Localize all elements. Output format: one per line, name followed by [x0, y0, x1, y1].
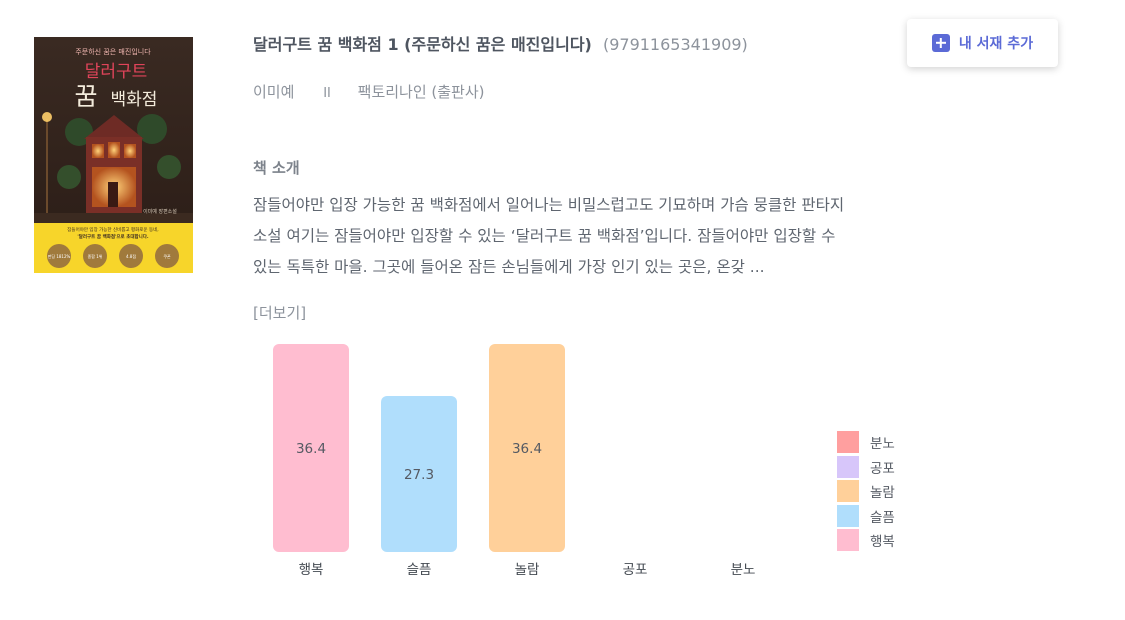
legend-swatch: [837, 431, 859, 454]
chart-value-label: 27.3: [404, 467, 434, 483]
cover-badge: 종합 1위: [88, 253, 103, 259]
book-isbn: (9791165341909): [602, 35, 748, 54]
chart-category-label: 행복: [299, 562, 324, 578]
legend-swatch: [837, 455, 859, 478]
cover-badge: 쿠폰: [163, 254, 171, 259]
chart-bar[interactable]: [489, 344, 565, 552]
legend-item[interactable]: 공포: [837, 455, 895, 480]
intro-heading: 책 소개: [253, 159, 300, 177]
cover-title-b: 백화점: [111, 90, 158, 110]
legend-label: 행복: [870, 534, 895, 551]
add-to-library-button[interactable]: 내 서재 추가: [907, 19, 1058, 67]
emotion-bar-chart: 36.4 행복 27.3 슬픔 36.4 놀람 공포 분노: [273, 344, 756, 578]
cover-badge: 펀딩 1812%: [48, 253, 71, 259]
legend-item[interactable]: 슬픔: [837, 504, 895, 529]
legend-item[interactable]: 놀람: [837, 479, 895, 504]
meta-separator: II: [323, 86, 331, 101]
chart-category-label: 분노: [731, 562, 756, 578]
plus-square-icon: [931, 34, 950, 52]
chart-value-label: 36.4: [512, 441, 542, 457]
book-publisher[interactable]: 팩토리나인 (출판사): [357, 83, 485, 101]
chart-category-label: 공포: [623, 562, 648, 578]
intro-text: 잠들어야만 입장 가능한 꿈 백화점에서 일어나는 비밀스럽고도 기묘하며 가슴…: [253, 196, 845, 276]
legend-label: 공포: [870, 460, 895, 477]
book-meta: 이미예 II 팩토리나인 (출판사): [253, 81, 485, 102]
legend-label: 분노: [870, 436, 895, 453]
legend-label: 슬픔: [870, 509, 895, 526]
book-title: 달러구트 꿈 백화점 1 (주문하신 꿈은 매진입니다): [253, 35, 592, 54]
legend-label: 놀람: [870, 485, 895, 502]
legend-item[interactable]: 분노: [837, 430, 895, 455]
legend-swatch: [837, 504, 859, 527]
chart-bar[interactable]: [381, 396, 457, 552]
book-title-line: 달러구트 꿈 백화점 1 (주문하신 꿈은 매진입니다) (9791165341…: [253, 34, 748, 56]
chart-bar[interactable]: [273, 344, 349, 552]
legend-swatch: [837, 529, 859, 552]
read-more-link[interactable]: [더보기]: [253, 304, 307, 322]
cover-band-text-2: '달러구트 꿈 백화점'으로 초대합니다.: [77, 233, 149, 240]
book-author[interactable]: 이미예: [253, 83, 295, 101]
add-to-library-label: 내 서재 추가: [958, 36, 1034, 52]
cover-title-a: 꿈: [74, 82, 97, 111]
legend-item[interactable]: 행복: [837, 528, 895, 553]
cover-author: 이미예 장편소설: [143, 208, 177, 215]
chart-value-label: 36.4: [296, 441, 326, 457]
cover-badge: 4.8점: [126, 253, 136, 259]
cover-title-top: 달러구트: [85, 62, 148, 82]
cover-band-text-1: 잠들어야만 입장 가능한 신비롭고 평화로운 동네,: [67, 226, 158, 233]
chart-category-label: 슬픔: [407, 562, 432, 578]
cover-tagline: 주문하신 꿈은 매진입니다: [75, 47, 151, 56]
chart-category-label: 놀람: [515, 562, 540, 578]
legend-swatch: [837, 480, 859, 503]
book-cover-image[interactable]: 주문하신 꿈은 매진입니다 달러구트 꿈 백화점 이미예 장편소설 잠들어야만 …: [34, 37, 193, 273]
